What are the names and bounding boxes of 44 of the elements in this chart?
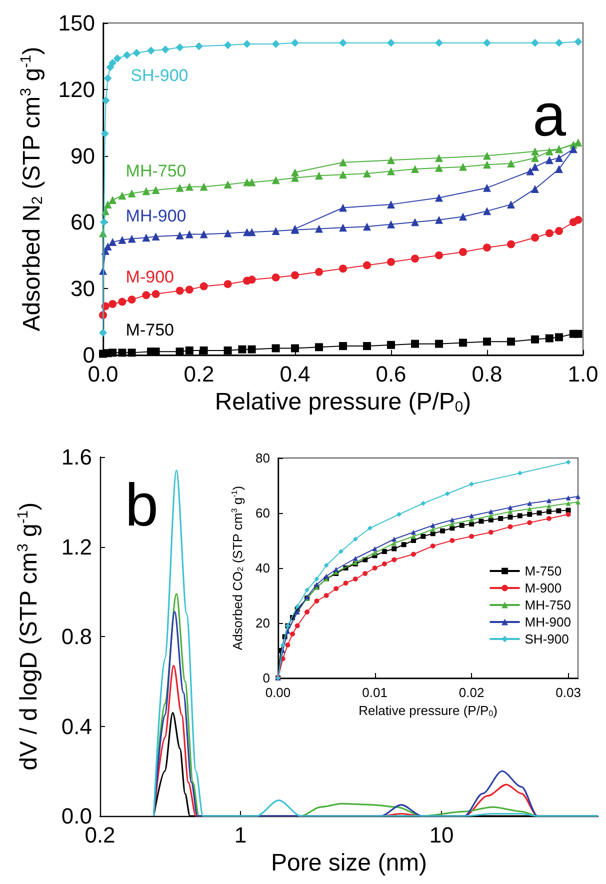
y-tick-label: 80 (256, 450, 270, 466)
y-axis-title: Adsorbed CO2 (STP cm3 g-1) (230, 486, 246, 650)
x-axis-title: Relative pressure (P/P0) (214, 388, 472, 416)
x-tick-label: 1.0 (568, 361, 598, 386)
x-axis-title: Pore size (nm) (270, 849, 428, 876)
y-tick-label: 1.6 (61, 444, 92, 470)
series-label: M-900 (126, 268, 174, 287)
y-tick-label: 0 (82, 342, 95, 368)
y-tick-label: 1.2 (61, 534, 92, 560)
y-tick-label: 40 (256, 560, 270, 576)
y-tick-label: 60 (256, 506, 270, 520)
series-label: SH-900 (130, 66, 188, 85)
y-axis-title: dV / d logD (STP cm3 g-1) (16, 502, 43, 770)
legend-label: MH-750 (524, 598, 572, 612)
y-tick-label: 0 (262, 670, 270, 686)
x-tick-label: 0.6 (376, 361, 406, 386)
x-tick-label: 0.00 (265, 685, 291, 700)
y-tick-label: 150 (58, 10, 95, 36)
y-tick-label: 20 (256, 616, 270, 630)
x-tick-label: 0.01 (362, 685, 388, 700)
x-tick-label: 0.8 (472, 361, 502, 386)
x-tick-label: 0.4 (280, 361, 310, 386)
y-tick-label: 0.4 (61, 714, 92, 739)
annotation: a (532, 82, 567, 148)
series-label: M-750 (126, 320, 174, 340)
legend-label: SH-900 (524, 632, 569, 646)
y-tick-label: 0.8 (61, 624, 92, 649)
y-tick-label: 30 (70, 276, 95, 302)
series-label: MH-750 (126, 161, 186, 180)
series-label: MH-900 (126, 206, 186, 226)
x-tick-label: 0.02 (458, 685, 484, 700)
x-tick-label: 0.2 (184, 361, 214, 386)
x-tick-label: 10 (429, 822, 454, 848)
x-axis-title: Relative pressure (P/P0) (358, 702, 498, 718)
x-tick-label: 0.03 (556, 685, 581, 700)
y-tick-label: 90 (70, 143, 95, 168)
x-tick-label: 1 (234, 822, 247, 848)
legend-label: M-750 (524, 564, 562, 578)
annotation: b (125, 472, 158, 538)
legend-label: MH-900 (524, 614, 572, 630)
legend-label: M-900 (524, 580, 562, 596)
y-tick-label: 60 (70, 210, 95, 235)
y-axis-title: Adsorbed N2 (STP cm3 g-1) (18, 46, 46, 332)
y-tick-label: 120 (58, 76, 95, 102)
